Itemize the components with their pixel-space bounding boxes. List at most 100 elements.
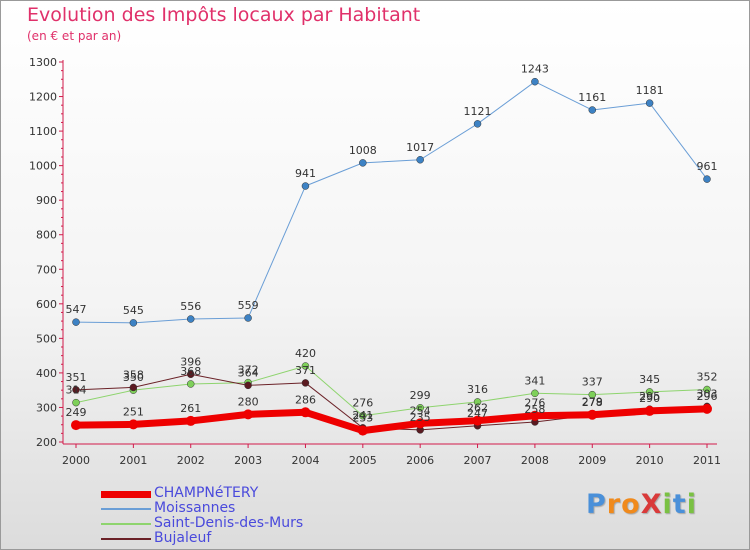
data-label-champnetery: 280: [238, 395, 259, 408]
data-point-champnetery: [185, 415, 196, 426]
data-point-moissannes: [72, 318, 80, 326]
series-line-saint-denis-des-murs: [75, 365, 708, 417]
y-tick-label: 1300: [29, 56, 57, 69]
data-label-champnetery: 254: [410, 404, 431, 417]
data-label-saint-denis-des-murs: 372: [238, 364, 259, 377]
x-tick-label: 2006: [406, 454, 434, 467]
series-line-champnetery: [72, 405, 711, 435]
data-label-moissannes: 941: [295, 167, 316, 180]
x-tick-label: 2001: [119, 454, 147, 467]
data-label-moissannes: 556: [180, 300, 201, 313]
data-label-bujaleuf: 358: [123, 368, 144, 381]
data-label-champnetery: 279: [582, 396, 603, 409]
data-point-bujaleuf: [301, 379, 310, 387]
data-label-champnetery: 290: [639, 392, 660, 405]
data-label-bujaleuf: 258: [524, 403, 545, 416]
data-label-champnetery: 261: [180, 402, 201, 415]
data-label-saint-denis-des-murs: 314: [66, 384, 87, 397]
data-point-champnetery: [357, 425, 368, 436]
data-label-bujaleuf: 351: [66, 371, 87, 384]
series-line-moissannes: [75, 81, 708, 324]
data-point-champnetery: [644, 405, 655, 416]
x-tick-label: 2011: [693, 454, 721, 467]
data-label-bujaleuf: 295: [639, 390, 660, 403]
data-point-champnetery: [702, 403, 712, 414]
data-point-champnetery: [529, 410, 540, 421]
data-point-moissannes: [588, 106, 597, 114]
data-label-bujaleuf: 364: [238, 366, 259, 379]
data-label-moissannes: 961: [697, 160, 718, 173]
data-label-moissannes: 1243: [521, 63, 549, 76]
data-label-saint-denis-des-murs: 341: [524, 374, 545, 387]
data-point-moissannes: [416, 156, 424, 164]
x-tick-label: 2007: [464, 454, 492, 467]
data-point-saint-denis-des-murs: [72, 398, 80, 407]
legend-label-saint-denis-des-murs: Saint-Denis-des-Murs: [154, 515, 304, 531]
y-tick-label: 800: [36, 229, 57, 242]
x-tick-label: 2010: [636, 454, 664, 467]
data-point-bujaleuf: [129, 383, 138, 392]
data-label-moissannes: 559: [238, 299, 259, 312]
data-label-saint-denis-des-murs: 276: [352, 397, 373, 410]
data-label-moissannes: 1161: [578, 91, 606, 104]
data-point-champnetery: [587, 409, 598, 420]
x-tick-label: 2003: [234, 454, 262, 467]
proxiti-logo: ProXiti: [586, 489, 697, 520]
data-label-saint-denis-des-murs: 350: [123, 371, 144, 384]
data-point-champnetery: [243, 409, 254, 420]
x-tick-label: 2004: [291, 454, 319, 467]
data-point-moissannes: [703, 175, 711, 183]
data-label-champnetery: 251: [123, 405, 144, 418]
y-tick-label: 1200: [29, 91, 57, 104]
data-label-moissannes: 1008: [349, 144, 377, 157]
y-tick-label: 900: [36, 194, 57, 207]
data-point-saint-denis-des-murs: [703, 385, 711, 394]
data-label-saint-denis-des-murs: 420: [295, 347, 316, 360]
data-label-moissannes: 1017: [406, 141, 434, 154]
data-point-moissannes: [359, 159, 367, 167]
legend-label-moissannes: Moissannes: [154, 500, 236, 516]
data-label-bujaleuf: 396: [180, 355, 201, 368]
data-point-saint-denis-des-murs: [588, 390, 597, 399]
x-tick-label: 2008: [521, 454, 549, 467]
data-label-champnetery: 233: [352, 412, 373, 425]
data-point-moissannes: [645, 99, 654, 107]
data-point-champnetery: [300, 407, 311, 418]
y-tick-label: 1100: [29, 125, 57, 138]
y-tick-label: 1000: [29, 160, 57, 173]
data-point-moissannes: [186, 315, 195, 323]
chart-subtitle: (en € et par an): [27, 29, 122, 43]
data-label-champnetery: 296: [697, 390, 718, 403]
data-point-bujaleuf: [244, 381, 252, 390]
data-label-bujaleuf: 235: [410, 411, 431, 424]
data-label-moissannes: 1181: [636, 84, 664, 97]
data-point-saint-denis-des-murs: [359, 411, 367, 420]
data-point-saint-denis-des-murs: [473, 398, 482, 406]
data-point-champnetery: [472, 415, 483, 426]
legend-label-bujaleuf: Bujaleuf: [154, 530, 212, 546]
legend-swatch-moissannes: [101, 508, 151, 510]
data-point-saint-denis-des-murs: [416, 404, 424, 412]
legend-swatch-champnetery: [101, 490, 151, 498]
legend-label-champnetery: CHAMPNéTERY: [154, 485, 259, 501]
y-tick-label: 300: [36, 401, 57, 414]
data-label-champnetery: 286: [295, 393, 316, 406]
data-label-champnetery: 262: [467, 402, 488, 415]
data-point-saint-denis-des-murs: [531, 389, 539, 398]
data-label-saint-denis-des-murs: 368: [180, 365, 201, 378]
data-point-moissannes: [531, 77, 539, 86]
data-point-champnetery: [71, 420, 81, 431]
data-label-saint-denis-des-murs: 352: [697, 370, 718, 383]
data-label-saint-denis-des-murs: 337: [582, 376, 603, 389]
data-label-saint-denis-des-murs: 345: [639, 373, 660, 386]
x-tick-label: 2002: [177, 454, 205, 467]
data-label-bujaleuf: 247: [467, 407, 488, 420]
data-point-saint-denis-des-murs: [645, 388, 654, 396]
legend-swatch-bujaleuf: [101, 538, 151, 540]
data-point-moissannes: [244, 314, 252, 322]
data-label-moissannes: 547: [66, 303, 87, 316]
legend-swatch-saint-denis-des-murs: [101, 523, 151, 525]
data-label-moissannes: 1121: [464, 105, 492, 118]
